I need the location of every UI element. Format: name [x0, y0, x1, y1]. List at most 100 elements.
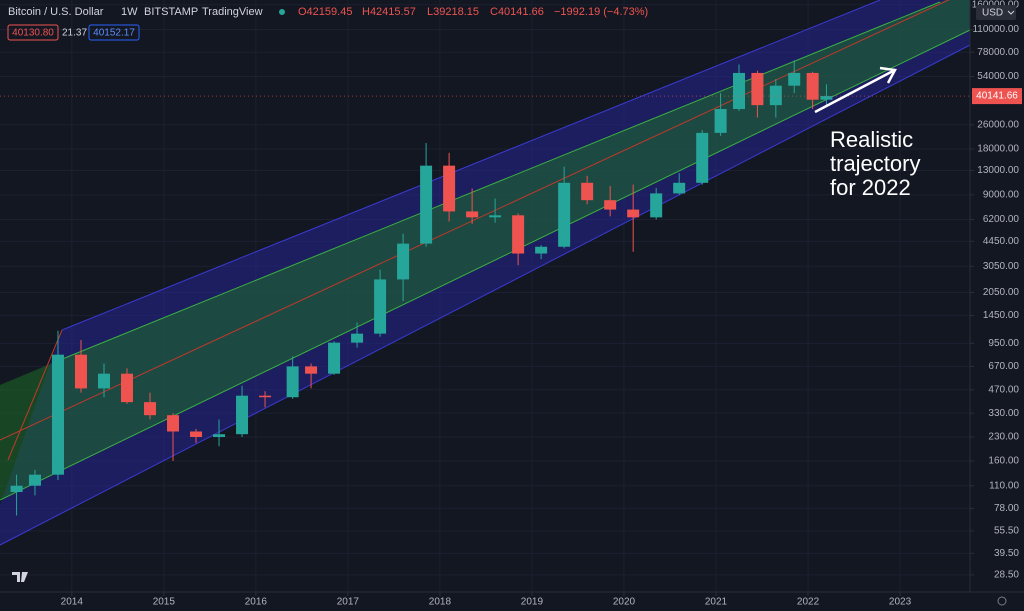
y-tick-label: 4450.00: [983, 236, 1020, 247]
y-tick-label: 950.00: [988, 338, 1019, 349]
ask-box[interactable]: [88, 24, 140, 41]
candle-body: [535, 246, 548, 254]
annotation: Realistic: [830, 127, 913, 152]
candle-body: [144, 402, 157, 416]
x-tick-label: 2015: [153, 597, 176, 608]
y-tick-label: 110.00: [989, 480, 1019, 491]
x-tick-label: 2021: [705, 597, 728, 608]
settings-icon[interactable]: [997, 596, 1007, 606]
candle-body: [167, 415, 180, 432]
candle-body: [374, 279, 387, 334]
candle-body: [769, 85, 782, 106]
candle-body: [97, 373, 110, 389]
annotation: trajectory: [830, 151, 920, 176]
candle-body: [627, 209, 640, 218]
annotation: for 2022: [830, 175, 911, 200]
spread: 21.37: [62, 28, 87, 39]
y-tick-label: 39.50: [994, 548, 1019, 559]
candle-body: [328, 342, 341, 374]
ohlc-change: −1992.19 (−4.73%): [554, 6, 648, 18]
candle-body: [351, 333, 364, 343]
x-tick-label: 2017: [337, 597, 360, 608]
candle-body: [788, 72, 801, 86]
channel-line: [54, 1, 941, 363]
y-tick-label: 110000.00: [972, 24, 1019, 35]
y-tick-label: 3050.00: [983, 261, 1020, 272]
candle-body: [420, 165, 433, 244]
candle-body: [51, 354, 64, 475]
candle-body: [213, 434, 226, 438]
y-tick-label: 9000.00: [983, 189, 1020, 200]
x-tick-label: 2022: [797, 597, 820, 608]
candle-body: [74, 354, 87, 389]
y-tick-label: 78.00: [994, 503, 1019, 514]
currency-button[interactable]: [976, 5, 1016, 20]
candle-body: [10, 485, 23, 493]
ohlc-high: H42415.57: [362, 6, 416, 18]
y-tick-label: 330.00: [988, 408, 1019, 419]
y-tick-label: 470.00: [988, 384, 1019, 395]
axes: 160000.00110000.0078000.0054000.0026000.…: [61, 0, 1022, 608]
candle-body: [236, 395, 249, 435]
bid: 40130.80: [12, 28, 54, 39]
candle-body: [820, 96, 833, 100]
source: TradingView: [202, 6, 263, 18]
candle-body: [581, 182, 594, 201]
candles: [0, 60, 970, 516]
x-tick-label: 2023: [889, 597, 912, 608]
ohlc-close: C40141.66: [490, 6, 544, 18]
candle-body: [714, 109, 727, 133]
y-tick-label: 78000.00: [977, 47, 1019, 58]
candle-body: [558, 182, 571, 247]
candle-body: [696, 132, 709, 183]
symbol: Bitcoin / U.S. Dollar: [8, 6, 104, 18]
ohlc-open: O42159.45: [298, 6, 352, 18]
candle-body: [121, 373, 134, 403]
y-tick-label: 1450.00: [983, 310, 1020, 321]
y-tick-label: 160.00: [988, 456, 1019, 467]
logo[interactable]: [12, 572, 28, 582]
candle-body: [443, 165, 456, 212]
y-tick-label: 26000.00: [977, 119, 1019, 130]
candle-body: [733, 72, 746, 110]
candle-body: [466, 211, 479, 218]
candle-body: [397, 243, 410, 280]
channel-line: [0, 29, 971, 501]
x-tick-label: 2018: [429, 597, 452, 608]
channel-line: [61, 0, 881, 331]
candle-body: [28, 474, 41, 486]
arrow: [814, 69, 894, 114]
x-tick-label: 2019: [521, 597, 544, 608]
candle-body: [604, 200, 617, 210]
arrow-head: [879, 66, 897, 84]
x-tick-label: 2020: [613, 597, 636, 608]
inner-channel: [0, 0, 970, 500]
candle-body: [190, 431, 203, 438]
y-tick-label: 230.00: [988, 432, 1019, 443]
y-tick-label: 54000.00: [977, 71, 1019, 82]
channel-line: [0, 44, 971, 546]
ask: 40152.17: [93, 28, 135, 39]
y-tick-label: 55.50: [994, 526, 1019, 537]
y-tick-label: 2050.00: [983, 287, 1020, 298]
candle-body: [650, 193, 663, 218]
exchange: BITSTAMP: [144, 6, 198, 18]
y-tick-label: 18000.00: [977, 144, 1019, 155]
bid-box[interactable]: [7, 24, 59, 41]
channel-line: [7, 329, 63, 461]
y-tick-label: 13000.00: [977, 165, 1019, 176]
candle-body: [512, 215, 525, 254]
currency: USD: [982, 8, 1003, 19]
y-tick-label: 6200.00: [983, 214, 1020, 225]
x-tick-label: 2016: [245, 597, 268, 608]
candle-body: [806, 72, 819, 100]
candle-body: [751, 72, 764, 106]
ohlc-low: L39218.15: [427, 6, 479, 18]
candle-body: [286, 366, 299, 398]
channel-median: [0, 0, 950, 441]
x-tick-label: 2014: [61, 597, 84, 608]
interval: 1W: [121, 6, 138, 18]
